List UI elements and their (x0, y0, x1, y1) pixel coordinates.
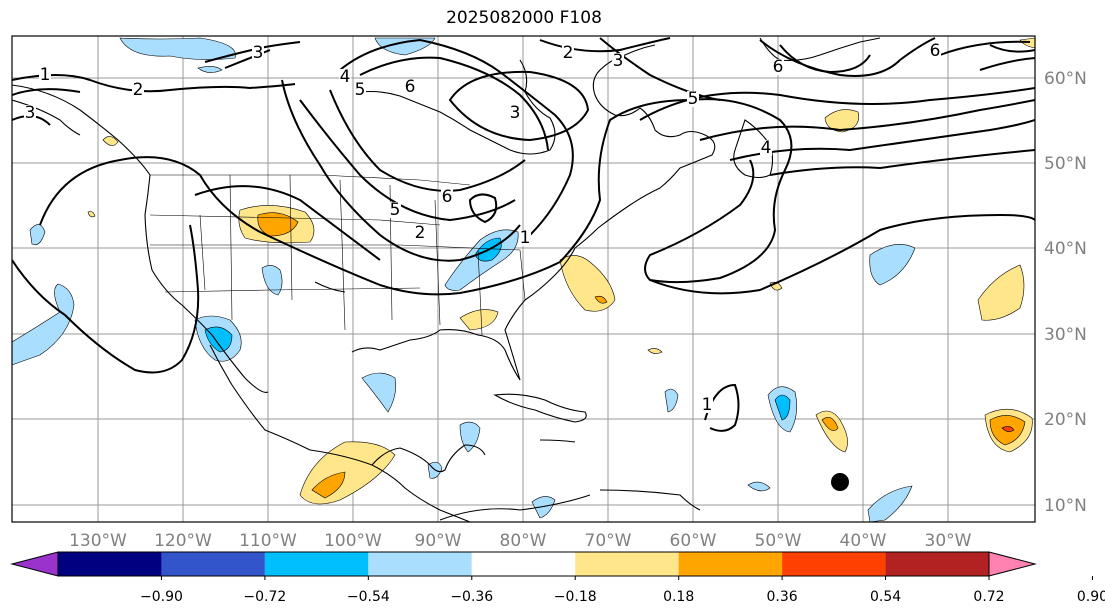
contour-label: 6 (773, 57, 784, 77)
contour-label: 6 (405, 77, 416, 97)
anomaly-area-pos (87, 211, 96, 218)
contour-label: 5 (355, 80, 366, 100)
latitude-labels: 60°N 50°N 40°N 30°N 20°N 10°N (1044, 69, 1087, 516)
anomaly-area-neg (531, 496, 556, 519)
colorbar-tick-label: −0.18 (554, 589, 597, 605)
anomaly-area-pos (459, 309, 499, 331)
anomaly-area-pos (1001, 426, 1015, 432)
colorbar-swatch (58, 552, 162, 576)
colorbar-extend-low (10, 551, 59, 577)
contour-label: 3 (510, 103, 521, 123)
lon-tick-label: 40°W (840, 531, 887, 551)
colorbar-tick-label: 0.90 (1077, 589, 1105, 605)
colorbar-swatch (161, 552, 265, 576)
anomaly-area-neg (869, 243, 916, 286)
anomaly-area-neg (119, 37, 236, 60)
anomaly-area-pos (594, 295, 608, 304)
anomaly-area-neg (197, 66, 223, 73)
lon-tick-label: 60°W (670, 531, 717, 551)
lat-tick-label: 60°N (1044, 69, 1087, 89)
colorbar-tick-label: −0.54 (347, 589, 390, 605)
contour-label: 6 (930, 41, 941, 61)
lon-tick-label: 80°W (500, 531, 547, 551)
shaded-anomalies (12, 37, 1035, 522)
contour-label: 4 (340, 67, 351, 87)
anomaly-area-pos (311, 471, 346, 499)
anomaly-area-pos (824, 109, 859, 133)
colorbar-tick-label: 0.18 (663, 589, 694, 605)
lon-tick-label: 120°W (154, 531, 212, 551)
lon-tick-label: 100°W (324, 531, 382, 551)
anomaly-area-neg (774, 394, 791, 421)
colorbar-tick-label: 0.72 (973, 589, 1004, 605)
coastlines (12, 37, 881, 522)
colorbar-tick-label: −0.36 (450, 589, 493, 605)
colorbar-swatch (471, 552, 576, 576)
anomaly-area-neg (747, 481, 771, 492)
longitude-labels: 130°W 120°W 110°W 100°W 90°W 80°W 70°W 60°W 50°W… (69, 531, 972, 551)
map-title: 2025082000 F108 (446, 8, 602, 28)
anomaly-area-pos (821, 417, 839, 431)
lat-tick-label: 50°N (1044, 154, 1087, 174)
contour-label: 6 (442, 187, 453, 207)
anomaly-area-pos (257, 212, 299, 237)
colorbar-swatch (575, 552, 679, 576)
lon-tick-label: 70°W (585, 531, 632, 551)
anomaly-area-pos (647, 348, 663, 354)
anomaly-area-neg (29, 224, 46, 246)
lat-tick-label: 10°N (1044, 496, 1087, 516)
contour-label: 2 (563, 43, 574, 63)
lon-tick-label: 110°W (239, 531, 297, 551)
anomaly-area-neg (664, 388, 679, 413)
contour-label: 2 (133, 80, 144, 100)
contour-label: 5 (390, 200, 401, 220)
anomaly-area-neg (374, 37, 436, 56)
contour-label: 1 (40, 65, 51, 85)
colorbar-tick-label: −0.72 (243, 589, 286, 605)
colorbar: −0.90 −0.72 −0.54 −0.36 −0.18 0.18 0.36 0.54 0.7… (10, 551, 1105, 605)
contour-label: 5 (688, 89, 699, 109)
contour-label: 2 (415, 223, 426, 243)
map-frame (11, 35, 1036, 523)
contour-label: 3 (613, 51, 624, 71)
anomaly-area-pos (977, 264, 1025, 321)
lat-tick-label: 20°N (1044, 410, 1087, 430)
colorbar-extend-high (988, 551, 1037, 577)
colorbar-swatch (264, 552, 369, 576)
anomaly-area-neg (261, 265, 283, 296)
lon-tick-label: 130°W (69, 531, 127, 551)
anomaly-area-neg (204, 326, 233, 353)
contour-label: 4 (761, 138, 772, 158)
colorbar-swatch (782, 552, 886, 576)
lat-tick-label: 30°N (1044, 325, 1087, 345)
lon-tick-label: 50°W (755, 531, 802, 551)
colorbar-tick-label: 0.54 (870, 589, 901, 605)
colorbar-tick-label: 0.36 (767, 589, 798, 605)
colorbar-tick-label: −0.90 (140, 589, 183, 605)
anomaly-area-neg (867, 485, 913, 522)
anomaly-area-neg (12, 283, 75, 366)
lat-tick-label: 40°N (1044, 239, 1087, 259)
contour-label: 3 (253, 43, 264, 63)
colorbar-swatch (368, 552, 472, 576)
colorbar-swatch (885, 552, 989, 576)
anomaly-area-pos (102, 136, 119, 146)
black-dot-marker (831, 473, 849, 491)
contour-label: 1 (520, 228, 531, 248)
contour-label: 1 (702, 395, 713, 415)
contour-label: 3 (25, 103, 36, 123)
lon-tick-label: 90°W (415, 531, 462, 551)
lon-tick-label: 30°W (925, 531, 972, 551)
anomaly-area-neg (361, 372, 396, 413)
colorbar-swatch (678, 552, 783, 576)
